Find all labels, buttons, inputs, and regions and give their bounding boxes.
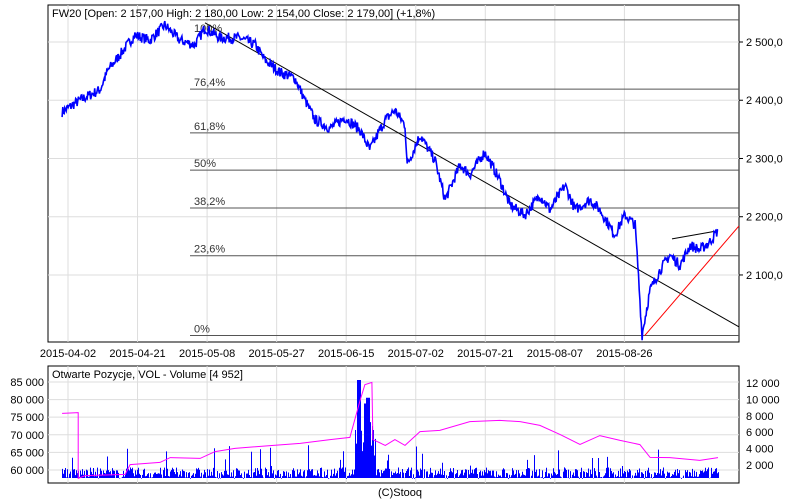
volume-tick-label: 12 000 bbox=[746, 378, 780, 390]
fib-level-label: 0% bbox=[194, 324, 210, 336]
volume-tick-label: 8 000 bbox=[746, 411, 774, 423]
x-tick-label: 2015-06-15 bbox=[318, 348, 374, 360]
fib-level-label: 38,2% bbox=[194, 196, 225, 208]
oi-tick-label: 75 000 bbox=[10, 412, 44, 424]
footer-copyright: (C)Stooq bbox=[378, 487, 422, 499]
oi-tick-label: 80 000 bbox=[10, 395, 44, 407]
y-tick-label: 2 200,0 bbox=[746, 212, 783, 224]
x-tick-label: 2015-04-21 bbox=[109, 348, 165, 360]
y-tick-label: 2 100,0 bbox=[746, 270, 783, 282]
volume-plot-frame bbox=[47, 365, 740, 484]
x-tick-label: 2015-08-26 bbox=[596, 348, 652, 360]
x-tick-label: 2015-05-27 bbox=[249, 348, 305, 360]
oi-tick-label: 85 000 bbox=[10, 377, 44, 389]
oi-tick-label: 65 000 bbox=[10, 447, 44, 459]
price-chart-title: FW20 [Open: 2 157,00 High: 2 180,00 Low:… bbox=[52, 8, 435, 20]
x-tick-label: 2015-07-21 bbox=[457, 348, 513, 360]
fib-level-label: 50% bbox=[194, 158, 216, 170]
trendline bbox=[204, 22, 740, 328]
trendline bbox=[671, 230, 719, 240]
oi-tick-label: 60 000 bbox=[10, 465, 44, 477]
fib-level-label: 76,4% bbox=[194, 77, 225, 89]
volume-tick-label: 6 000 bbox=[746, 427, 774, 439]
price-series-line bbox=[61, 20, 719, 341]
volume-tick-label: 2 000 bbox=[746, 460, 774, 472]
fib-level-label: 23,6% bbox=[194, 244, 225, 256]
x-tick-label: 2015-05-08 bbox=[179, 348, 235, 360]
volume-chart-title: Otwarte Pozycje, VOL - Volume [4 952] bbox=[52, 369, 243, 381]
x-tick-label: 2015-04-02 bbox=[40, 348, 96, 360]
volume-tick-label: 10 000 bbox=[746, 394, 780, 406]
y-tick-label: 2 400,0 bbox=[746, 95, 783, 107]
fib-level-label: 61,8% bbox=[194, 121, 225, 133]
open-interest-line bbox=[62, 381, 719, 480]
x-tick-label: 2015-08-07 bbox=[527, 348, 583, 360]
x-tick-label: 2015-07-02 bbox=[388, 348, 444, 360]
oi-tick-label: 70 000 bbox=[10, 430, 44, 442]
trendline bbox=[644, 225, 740, 336]
y-tick-label: 2 300,0 bbox=[746, 153, 783, 165]
volume-tick-label: 4 000 bbox=[746, 444, 774, 456]
y-tick-label: 2 500,0 bbox=[746, 37, 783, 49]
price-plot-frame bbox=[47, 4, 740, 343]
